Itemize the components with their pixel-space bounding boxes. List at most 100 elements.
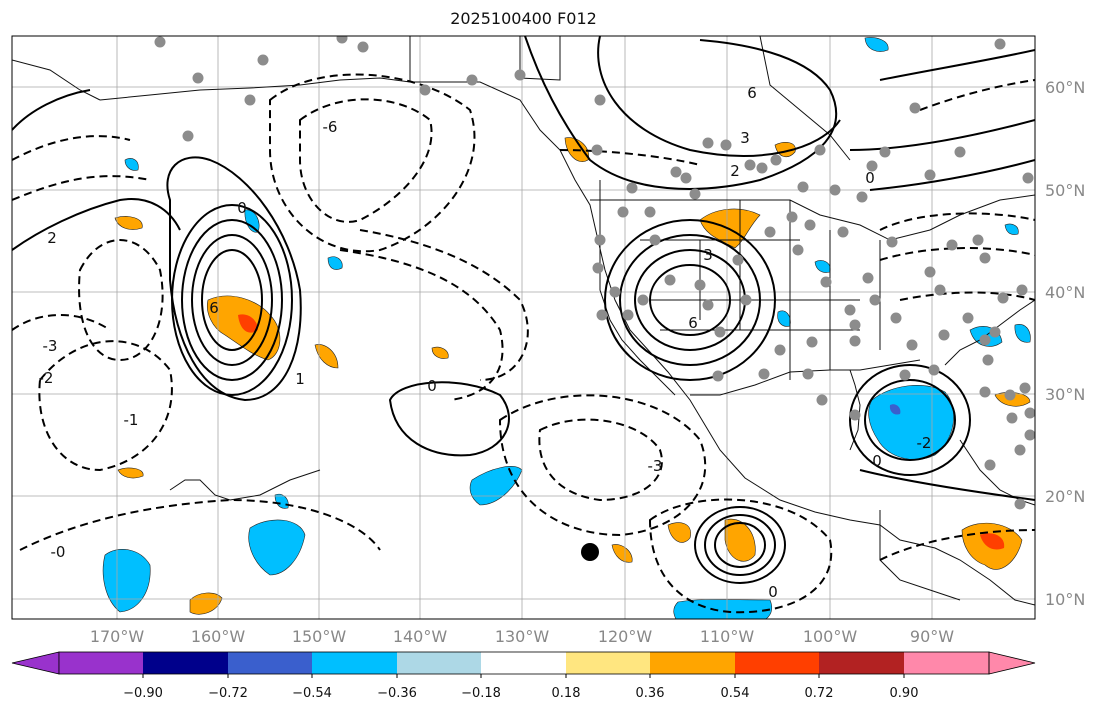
observation-marker xyxy=(954,146,966,158)
contour-line xyxy=(339,249,504,401)
contour-label: 6 xyxy=(747,84,757,102)
observation-marker xyxy=(792,244,804,256)
strong-positive-shading xyxy=(980,533,1005,550)
positive-shading xyxy=(189,592,223,615)
observation-marker xyxy=(756,162,768,174)
observation-marker xyxy=(804,219,816,231)
dashed-contours xyxy=(12,73,1035,614)
colorbar-segment xyxy=(735,652,819,674)
contour-line xyxy=(879,529,1035,561)
observation-marker xyxy=(1016,284,1028,296)
colorbar-frame xyxy=(58,651,990,675)
observation-marker xyxy=(972,234,984,246)
contour-ring xyxy=(704,514,776,576)
contour-line xyxy=(388,381,510,457)
colorbar-segment xyxy=(59,652,143,674)
lon-label: 110°W xyxy=(700,627,755,646)
contour-ring xyxy=(604,219,776,381)
positive-shading xyxy=(724,518,756,562)
observation-marker xyxy=(596,309,608,321)
positive-shading xyxy=(667,522,691,543)
observation-marker xyxy=(814,144,826,156)
contour-line xyxy=(166,156,302,402)
observation-marker xyxy=(466,74,478,86)
observation-marker xyxy=(419,84,431,96)
observation-marker xyxy=(649,234,661,246)
map-frame xyxy=(11,35,1036,620)
contour-ring xyxy=(694,506,786,584)
observation-marker xyxy=(257,54,269,66)
contour-line xyxy=(648,498,833,614)
contour-ring xyxy=(649,264,731,336)
contour-line xyxy=(879,247,1035,261)
contour-line xyxy=(12,89,91,131)
colorbar-tick-label: 0.90 xyxy=(890,686,919,701)
lon-label: 150°W xyxy=(292,627,347,646)
longitude-labels: 170°W 160°W 150°W 140°W 130°W 120°W 110°… xyxy=(90,627,954,646)
observation-marker xyxy=(594,234,606,246)
colorbar-segment xyxy=(819,652,904,674)
observation-marker xyxy=(806,336,818,348)
contour-line xyxy=(597,36,841,157)
contour-label: 2 xyxy=(730,162,740,180)
observation-marker xyxy=(357,41,369,53)
colorbar-segment xyxy=(397,652,481,674)
contour-line xyxy=(299,98,433,223)
observation-marker xyxy=(849,335,861,347)
negative-shading xyxy=(248,519,306,576)
contour-label: 0 xyxy=(865,169,875,187)
negative-shading xyxy=(1004,223,1019,235)
contour-line xyxy=(524,36,838,190)
lat-label: 50°N xyxy=(1045,181,1085,200)
colorbar-tick-label: −0.90 xyxy=(123,686,163,701)
colorbar-segment xyxy=(650,652,735,674)
observation-marker xyxy=(244,94,256,106)
contour-line xyxy=(849,119,1035,151)
observation-marker xyxy=(702,137,714,149)
observation-marker xyxy=(694,279,706,291)
observation-marker xyxy=(979,334,991,346)
colorbar-segment xyxy=(481,652,566,674)
lon-label: 100°W xyxy=(803,627,858,646)
colorbar-tick-label: −0.18 xyxy=(461,686,501,701)
contour-label: -2 xyxy=(39,369,54,387)
colorbar-segment xyxy=(143,652,228,674)
contour-line xyxy=(899,291,1035,301)
contour-label: 0 xyxy=(237,199,247,217)
observation-marker xyxy=(740,294,752,306)
observation-marker xyxy=(802,368,814,380)
contour-line xyxy=(38,340,173,472)
observation-marker xyxy=(1014,444,1026,456)
contour-line xyxy=(879,49,1035,81)
observation-marker xyxy=(979,252,991,264)
contour-label: 6 xyxy=(209,299,219,317)
observation-marker xyxy=(594,94,606,106)
positive-shading xyxy=(611,544,633,563)
observation-marker xyxy=(591,144,603,156)
contour-label: 0 xyxy=(768,583,778,601)
observation-marker xyxy=(1022,172,1034,184)
contour-label: 3 xyxy=(703,246,713,264)
positive-shading xyxy=(117,467,144,479)
lat-label: 20°N xyxy=(1045,487,1085,506)
colorbar-tick-label: 0.54 xyxy=(721,686,750,701)
lat-label: 10°N xyxy=(1045,590,1085,609)
observation-marker xyxy=(720,139,732,151)
lat-label: 40°N xyxy=(1045,283,1085,302)
observation-marker xyxy=(797,181,809,193)
contour-ring xyxy=(714,522,766,568)
observation-marker xyxy=(928,364,940,376)
lon-label: 120°W xyxy=(598,627,653,646)
lon-label: 160°W xyxy=(191,627,246,646)
observation-marker xyxy=(514,69,526,81)
observation-marker xyxy=(192,72,204,84)
observation-marker xyxy=(934,284,946,296)
contour-label: -2 xyxy=(917,434,932,452)
observation-marker xyxy=(979,386,991,398)
contour-line xyxy=(869,159,1035,191)
colorbar xyxy=(11,651,1036,678)
observation-marker xyxy=(1004,389,1016,401)
positive-shading xyxy=(431,346,449,359)
observation-marker xyxy=(994,38,1006,50)
